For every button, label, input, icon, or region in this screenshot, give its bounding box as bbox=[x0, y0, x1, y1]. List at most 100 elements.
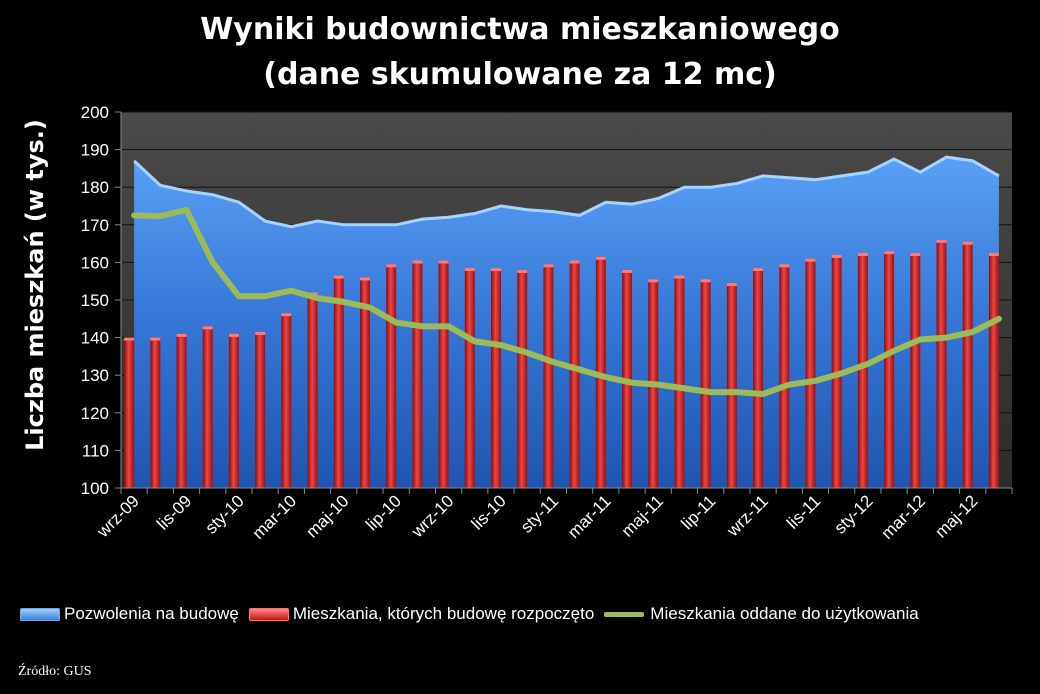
y-tick-label: 190 bbox=[81, 141, 109, 160]
x-tick-label: lis-09 bbox=[153, 491, 195, 533]
bar-cap bbox=[359, 277, 370, 281]
x-tick-label: lis-11 bbox=[783, 491, 824, 532]
y-tick-label: 130 bbox=[81, 366, 109, 385]
x-tick-label: maj-11 bbox=[618, 491, 667, 540]
bar-started bbox=[307, 292, 318, 488]
x-tick-label: sty-12 bbox=[831, 491, 877, 537]
x-tick-label: lip-10 bbox=[362, 491, 405, 534]
bar-cap bbox=[962, 241, 973, 245]
bar-cap bbox=[464, 268, 475, 272]
y-tick-label: 160 bbox=[81, 253, 109, 272]
bar-started bbox=[543, 264, 554, 488]
bar-started bbox=[281, 313, 292, 488]
bar-cap bbox=[491, 268, 501, 272]
bar-cap bbox=[726, 283, 737, 287]
bar-started bbox=[805, 258, 816, 488]
legend-label-permits: Pozwolenia na budowę bbox=[64, 604, 239, 623]
bar-started bbox=[674, 275, 685, 488]
bar-started bbox=[700, 279, 711, 488]
chart-subtitle: (dane skumulowane za 12 mc) bbox=[263, 57, 777, 92]
bar-cap bbox=[622, 269, 633, 273]
bar-cap bbox=[202, 326, 213, 330]
bar-cap bbox=[281, 313, 292, 317]
bar-cap bbox=[831, 254, 842, 258]
legend-item-permits: Pozwolenia na budowę bbox=[20, 604, 239, 624]
y-tick-label: 180 bbox=[81, 178, 109, 197]
y-tick-label: 100 bbox=[81, 479, 109, 498]
chart-title: Wyniki budownictwa mieszkaniowego bbox=[200, 12, 840, 47]
x-tick-label: lip-11 bbox=[678, 491, 720, 533]
x-tick-label: mar-11 bbox=[564, 491, 615, 542]
y-tick-label: 140 bbox=[81, 329, 109, 348]
bar-started bbox=[359, 277, 370, 488]
bar-cap bbox=[910, 253, 921, 256]
legend-swatch-bar bbox=[248, 607, 289, 621]
bar-cap bbox=[988, 253, 999, 256]
bar-started bbox=[202, 326, 213, 488]
y-tick-label: 150 bbox=[81, 291, 109, 310]
y-tick-label: 120 bbox=[81, 404, 109, 423]
bar-started bbox=[595, 256, 606, 488]
bar-cap bbox=[595, 256, 606, 260]
bar-cap bbox=[412, 260, 423, 264]
bar-started bbox=[517, 269, 528, 488]
bar-started bbox=[779, 264, 790, 488]
bar-cap bbox=[569, 260, 580, 264]
bar-cap bbox=[386, 264, 397, 268]
bar-started bbox=[333, 275, 344, 488]
bar-cap bbox=[674, 275, 685, 279]
bar-started bbox=[988, 253, 999, 488]
x-tick-label: maj-12 bbox=[931, 491, 981, 541]
bar-cap bbox=[700, 279, 711, 283]
x-tick-label: wrz-09 bbox=[93, 491, 143, 541]
bar-started bbox=[412, 260, 423, 488]
y-tick-label: 110 bbox=[82, 441, 109, 460]
bar-started bbox=[124, 337, 135, 488]
legend-item-started: Mieszkania, których budowę rozpoczęto bbox=[248, 604, 595, 624]
legend-item-completed: Mieszkania oddane do użytkowania bbox=[604, 604, 919, 624]
bar-started bbox=[962, 241, 973, 488]
legend-label-completed: Mieszkania oddane do użytkowania bbox=[650, 604, 919, 623]
bar-cap bbox=[857, 253, 868, 256]
bar-cap bbox=[255, 331, 266, 335]
x-tick-label: maj-10 bbox=[302, 491, 352, 541]
combo-chart: 100 110 120 130 140 150 160 170 180 190 200 wrz-09… bbox=[81, 103, 1013, 543]
bar-started bbox=[726, 283, 737, 488]
y-tick-label: 200 bbox=[81, 103, 109, 122]
bar-started bbox=[857, 253, 868, 488]
bar-cap bbox=[936, 239, 947, 243]
bar-cap bbox=[805, 258, 816, 262]
x-tick-label: mar-10 bbox=[249, 491, 301, 543]
bar-started bbox=[386, 264, 397, 488]
bar-started bbox=[228, 333, 239, 488]
bar-started bbox=[176, 333, 187, 488]
bar-cap bbox=[779, 264, 790, 268]
x-tick-label: wrz-11 bbox=[723, 491, 772, 540]
bar-cap bbox=[648, 279, 659, 283]
area-series-permits-edge bbox=[133, 155, 1000, 229]
x-tick-label: sty-11 bbox=[517, 491, 562, 536]
bar-started bbox=[910, 253, 921, 488]
bar-cap bbox=[333, 275, 344, 279]
bar-cap bbox=[753, 268, 764, 272]
bar-started bbox=[831, 254, 842, 488]
bar-started bbox=[884, 251, 895, 488]
bar-cap bbox=[543, 264, 554, 268]
bar-cap bbox=[438, 260, 449, 264]
legend-label-started: Mieszkania, których budowę rozpoczęto bbox=[292, 604, 595, 623]
legend: Pozwolenia na budowę Mieszkania, których… bbox=[20, 604, 929, 624]
x-tick-label: lis-10 bbox=[468, 491, 510, 533]
bar-cap bbox=[517, 269, 528, 273]
bar-started bbox=[464, 268, 475, 488]
line-series-completed bbox=[131, 206, 1002, 397]
x-tick-label: mar-12 bbox=[878, 491, 930, 543]
legend-swatch-area bbox=[20, 607, 60, 621]
bar-cap bbox=[884, 251, 895, 255]
source-note: Źródło: GUS bbox=[18, 664, 92, 679]
bar-started bbox=[936, 239, 947, 488]
bar-cap bbox=[150, 337, 161, 341]
bar-cap bbox=[176, 333, 187, 337]
bar-started bbox=[438, 260, 449, 488]
y-tick-label: 170 bbox=[81, 216, 109, 235]
bar-started bbox=[255, 331, 266, 488]
